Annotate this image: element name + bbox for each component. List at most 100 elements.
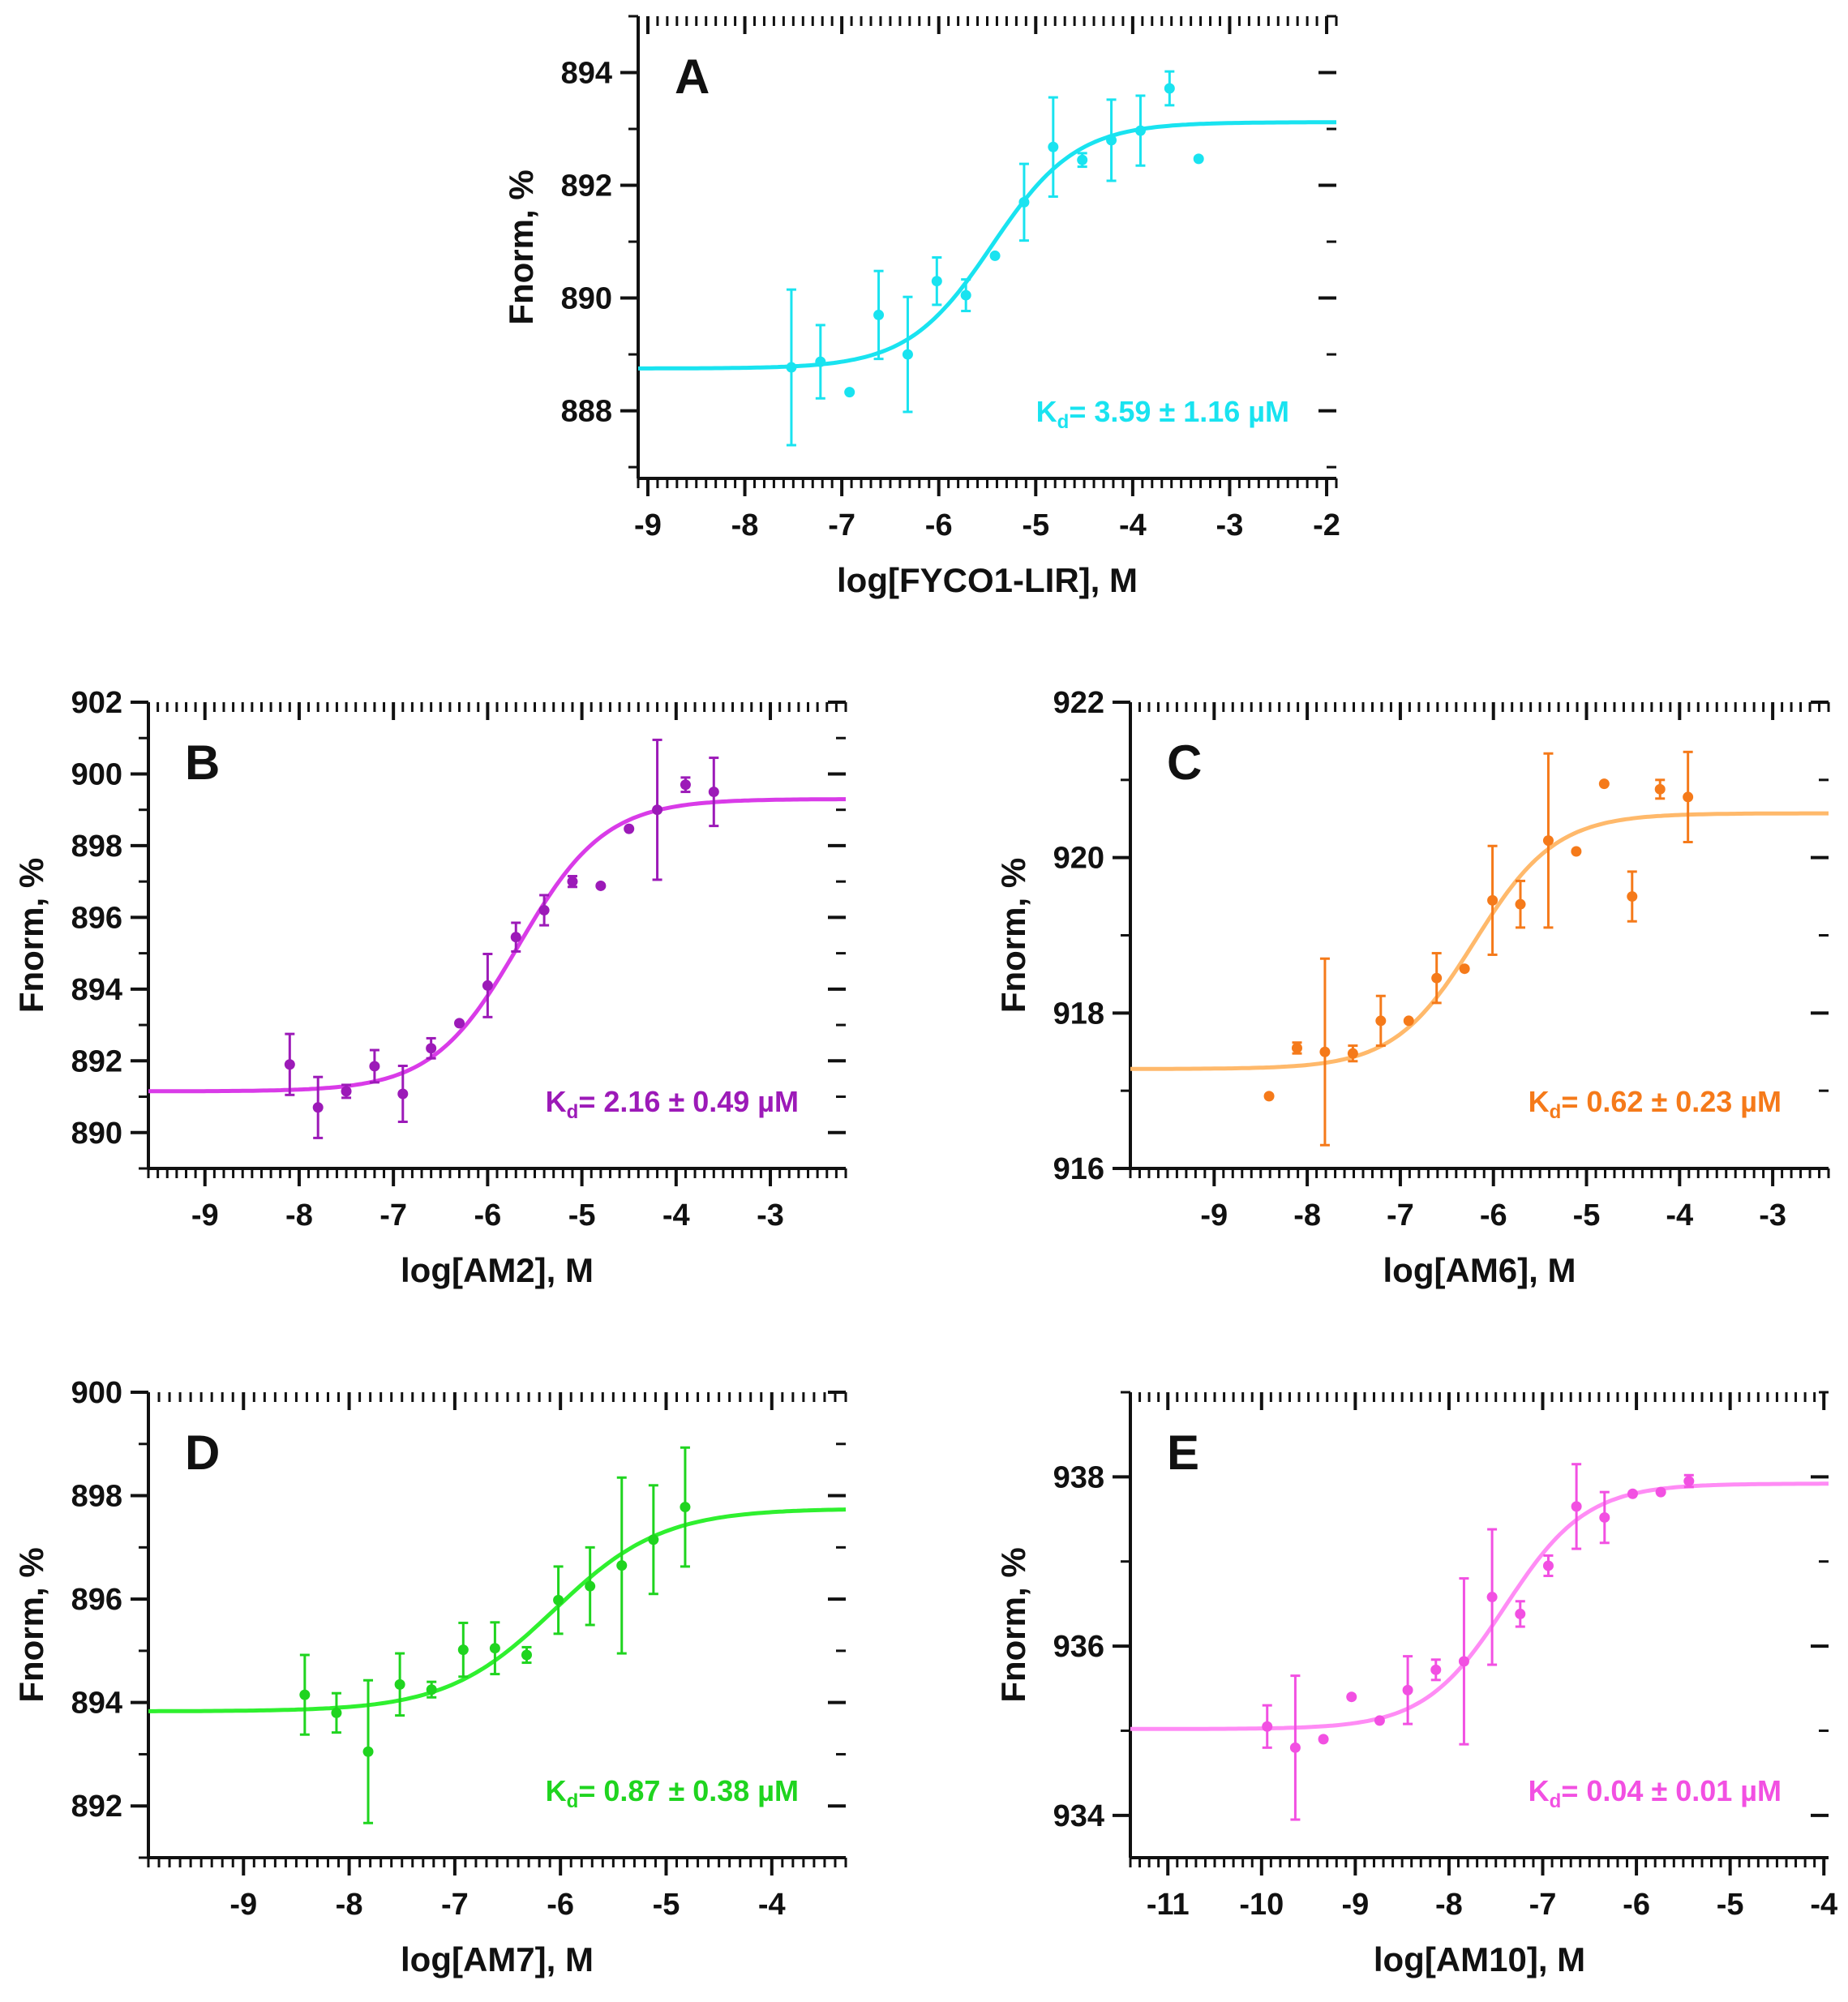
data-point <box>585 1580 596 1592</box>
data-point <box>567 876 578 887</box>
data-point <box>1571 1501 1582 1512</box>
x-tick-label: -6 <box>1623 1888 1650 1922</box>
data-point <box>1486 1592 1498 1603</box>
data-point <box>553 1594 564 1605</box>
kd-subscript: d <box>567 1790 579 1812</box>
y-tick-label: 900 <box>71 1376 122 1410</box>
x-tick-label: -9 <box>634 508 662 542</box>
data-point <box>284 1059 295 1070</box>
data-point <box>1402 1684 1413 1695</box>
kd-value: = 3.59 ± 1.16 µM <box>1069 395 1289 428</box>
x-axis-title: log[AM6], M <box>1383 1251 1576 1289</box>
data-point <box>521 1649 532 1661</box>
x-tick-label: -5 <box>1717 1888 1744 1922</box>
kd-annotation: Kd= 0.87 ± 0.38 µM <box>546 1774 799 1812</box>
data-point <box>1347 1048 1358 1059</box>
fit-curve <box>148 797 846 1094</box>
data-point <box>1018 196 1030 208</box>
x-tick-label: -8 <box>285 1198 313 1232</box>
data-point <box>489 1643 500 1654</box>
data-point <box>1542 835 1554 847</box>
y-axis-title: Fnorm, % <box>502 169 540 324</box>
data-point <box>1193 153 1204 165</box>
kd-subscript: d <box>1057 411 1070 433</box>
data-point <box>1515 1608 1526 1619</box>
data-point <box>1319 1046 1331 1057</box>
data-point <box>1683 791 1694 803</box>
x-tick-label: -5 <box>1573 1198 1601 1232</box>
data-point <box>648 1534 659 1545</box>
data-point <box>1289 1742 1301 1753</box>
kd-symbol: K <box>546 1774 567 1807</box>
data-point <box>1375 1015 1387 1027</box>
x-tick-label: -6 <box>547 1888 574 1922</box>
x-tick-label: -4 <box>758 1888 786 1922</box>
data-point <box>1048 141 1059 152</box>
data-point <box>1627 891 1638 902</box>
data-point <box>1077 154 1088 165</box>
data-point <box>331 1707 342 1718</box>
kd-annotation: Kd= 0.04 ± 0.01 µM <box>1529 1774 1782 1812</box>
y-tick-label: 916 <box>1053 1152 1104 1186</box>
x-tick-label: -7 <box>441 1888 469 1922</box>
x-axis-title: log[AM2], M <box>401 1251 594 1289</box>
data-point <box>1431 972 1443 984</box>
panel-letter: B <box>185 735 220 790</box>
y-tick-label: 918 <box>1053 997 1104 1031</box>
data-point <box>482 980 493 991</box>
data-point <box>1487 894 1499 906</box>
y-tick-label: 892 <box>561 169 612 204</box>
x-tick-label: -4 <box>1119 508 1147 542</box>
data-point <box>1683 1476 1695 1487</box>
x-tick-label: -11 <box>1147 1888 1190 1922</box>
data-point <box>299 1689 311 1700</box>
panel-c-chart: -9 -8 -7 -6 -5 -4 -3 916 918 920 922 log[AM6], M Fno… <box>994 686 1830 1289</box>
y-tick-label: 892 <box>71 1790 122 1824</box>
data-point <box>1262 1721 1273 1732</box>
kd-value: = 0.62 ± 0.23 µM <box>1561 1085 1782 1118</box>
data-point <box>454 1018 465 1029</box>
data-point <box>1515 898 1526 910</box>
data-point <box>902 349 913 360</box>
x-tick-label: -9 <box>1341 1888 1369 1922</box>
x-tick-label: -6 <box>925 508 953 542</box>
x-tick-label: -9 <box>229 1888 257 1922</box>
data-point <box>394 1678 405 1690</box>
kd-annotation: Kd= 2.16 ± 0.49 µM <box>546 1085 799 1123</box>
y-axis-title: Fnorm, % <box>994 858 1032 1013</box>
x-tick-label: -9 <box>191 1198 219 1232</box>
data-point <box>1655 1486 1666 1498</box>
x-axis-title: log[AM7], M <box>401 1940 594 1978</box>
y-tick-label: 890 <box>71 1117 122 1151</box>
kd-value: = 0.87 ± 0.38 µM <box>578 1774 799 1807</box>
fit-curve <box>148 1507 847 1713</box>
data-point <box>680 779 691 791</box>
panel-letter: E <box>1167 1425 1199 1480</box>
x-axis-title: log[FYCO1-LIR], M <box>837 561 1138 599</box>
data-point <box>1374 1715 1385 1726</box>
data-point <box>457 1644 469 1656</box>
data-point <box>1598 778 1610 790</box>
y-tick-label: 902 <box>71 686 122 720</box>
x-axis-title: log[AM10], M <box>1374 1940 1585 1978</box>
panel-e-chart: -11 -10 -9 -8 -7 -6 -5 -4 934 936 938 log[AM10], M F… <box>994 1391 1837 1978</box>
kd-symbol: K <box>1529 1085 1550 1118</box>
data-point <box>616 1560 628 1571</box>
data-point <box>1542 1560 1554 1571</box>
kd-value: = 2.16 ± 0.49 µM <box>578 1085 799 1118</box>
x-tick-label: -5 <box>568 1198 596 1232</box>
data-point <box>1458 1656 1469 1667</box>
data-point <box>1318 1734 1329 1745</box>
data-point <box>426 1684 437 1695</box>
y-axis-title: Fnorm, % <box>12 858 50 1013</box>
x-tick-label: -7 <box>1387 1198 1414 1232</box>
x-tick-label: -3 <box>1216 508 1244 542</box>
data-point <box>362 1746 374 1757</box>
kd-symbol: K <box>546 1085 567 1118</box>
data-point <box>815 356 826 367</box>
data-point <box>595 880 607 891</box>
x-tick-label: -3 <box>1759 1198 1786 1232</box>
y-tick-label: 920 <box>1053 842 1104 876</box>
